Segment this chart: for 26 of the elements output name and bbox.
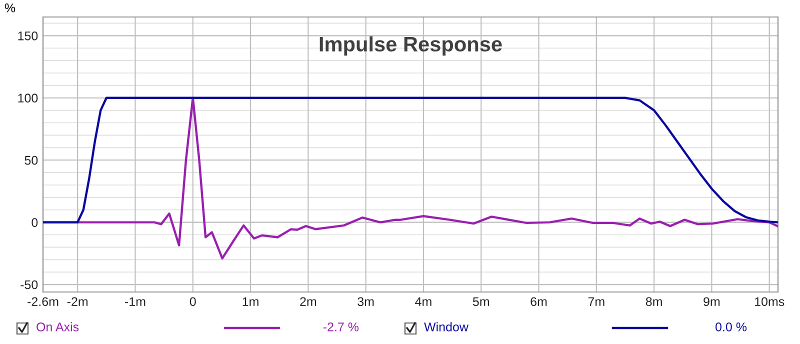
line-series	[43, 96, 778, 224]
x-tick-label: -2m	[67, 297, 88, 306]
x-tick-label: -2.6m	[28, 297, 58, 306]
x-tick-label: 4m	[415, 297, 432, 306]
x-tick-label: -1m	[125, 297, 146, 306]
y-tick-label: 0	[32, 218, 38, 227]
x-tick-label: 6m	[530, 297, 547, 306]
x-tick-label: 9m	[704, 297, 720, 306]
text: 0.0 %	[716, 322, 747, 332]
x-tick-label: 2m	[300, 297, 316, 306]
y-axis-title: %	[4, 4, 16, 12]
text: Window	[424, 322, 468, 332]
text: Impulse Response	[320, 36, 502, 56]
y-tick-label: -50	[20, 280, 38, 290]
text: -2.7 %	[323, 322, 359, 332]
x-tick-label: 0	[190, 297, 196, 306]
x-tick-label: 7m	[588, 297, 604, 306]
y-tick-label: 50	[24, 156, 38, 165]
x-tick-label: 1m	[242, 297, 258, 306]
text: On Axis	[36, 322, 79, 332]
x-tick-label: 3m	[358, 297, 374, 306]
x-tick-label: 5m	[472, 297, 489, 306]
x-tick-label: 8m	[646, 297, 662, 306]
y-tick-label: 100	[18, 94, 38, 103]
y-tick-label: 150	[18, 31, 38, 40]
x-tick-label: 10ms	[755, 297, 784, 306]
